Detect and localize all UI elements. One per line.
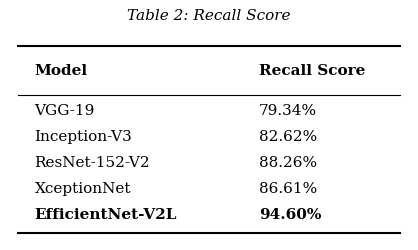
Text: Inception-V3: Inception-V3	[35, 130, 133, 144]
Text: Recall Score: Recall Score	[259, 64, 365, 78]
Text: 79.34%: 79.34%	[259, 104, 317, 118]
Text: EfficientNet-V2L: EfficientNet-V2L	[35, 208, 177, 222]
Text: 82.62%: 82.62%	[259, 130, 317, 144]
Text: 94.60%: 94.60%	[259, 208, 321, 222]
Text: 88.26%: 88.26%	[259, 156, 317, 170]
Text: 86.61%: 86.61%	[259, 182, 317, 196]
Text: ResNet-152-V2: ResNet-152-V2	[35, 156, 150, 170]
Text: Model: Model	[35, 64, 88, 78]
Text: XceptionNet: XceptionNet	[35, 182, 131, 196]
Text: Table 2: Recall Score: Table 2: Recall Score	[127, 9, 291, 23]
Text: VGG-19: VGG-19	[35, 104, 95, 118]
